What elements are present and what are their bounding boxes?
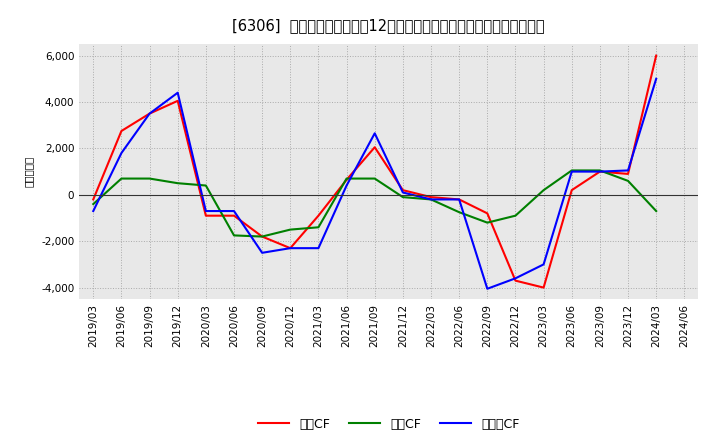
フリーCF	[427, 197, 436, 202]
投資CF	[567, 168, 576, 173]
営業CF	[145, 111, 154, 116]
投資CF	[511, 213, 520, 218]
営業CF	[370, 145, 379, 150]
フリーCF	[286, 246, 294, 251]
投資CF	[539, 187, 548, 193]
営業CF	[539, 285, 548, 290]
投資CF	[342, 176, 351, 181]
営業CF	[483, 211, 492, 216]
フリーCF	[117, 150, 126, 156]
営業CF	[595, 169, 604, 174]
投資CF	[483, 220, 492, 225]
営業CF	[89, 197, 98, 202]
投資CF	[595, 168, 604, 173]
投資CF	[258, 234, 266, 239]
投資CF	[455, 209, 464, 215]
Line: フリーCF: フリーCF	[94, 79, 656, 289]
営業CF	[567, 187, 576, 193]
フリーCF	[202, 209, 210, 214]
フリーCF	[314, 246, 323, 251]
フリーCF	[174, 90, 182, 95]
営業CF	[399, 187, 408, 193]
Line: 投資CF: 投資CF	[94, 170, 656, 237]
投資CF	[286, 227, 294, 232]
投資CF	[624, 178, 632, 183]
フリーCF	[652, 76, 660, 81]
営業CF	[230, 213, 238, 218]
営業CF	[511, 278, 520, 283]
営業CF	[624, 171, 632, 176]
営業CF	[202, 213, 210, 218]
フリーCF	[483, 286, 492, 291]
投資CF	[399, 194, 408, 200]
フリーCF	[624, 168, 632, 173]
フリーCF	[230, 209, 238, 214]
フリーCF	[145, 111, 154, 116]
フリーCF	[89, 209, 98, 214]
営業CF	[342, 177, 351, 182]
投資CF	[427, 197, 436, 202]
フリーCF	[342, 183, 351, 188]
営業CF	[455, 197, 464, 202]
Legend: 営業CF, 投資CF, フリーCF: 営業CF, 投資CF, フリーCF	[253, 413, 524, 436]
投資CF	[370, 176, 379, 181]
投資CF	[174, 180, 182, 186]
投資CF	[145, 176, 154, 181]
投資CF	[230, 233, 238, 238]
投資CF	[89, 202, 98, 207]
営業CF	[174, 98, 182, 103]
営業CF	[652, 53, 660, 58]
フリーCF	[539, 262, 548, 267]
投資CF	[117, 176, 126, 181]
フリーCF	[595, 169, 604, 174]
フリーCF	[455, 197, 464, 202]
フリーCF	[370, 131, 379, 136]
投資CF	[652, 209, 660, 214]
投資CF	[202, 183, 210, 188]
Title: [6306]  キャッシュフローの12か月移動合計の対前年同期増減額の推移: [6306] キャッシュフローの12か月移動合計の対前年同期増減額の推移	[233, 18, 545, 33]
Line: 営業CF: 営業CF	[94, 55, 656, 288]
フリーCF	[399, 190, 408, 195]
営業CF	[427, 194, 436, 200]
投資CF	[314, 225, 323, 230]
フリーCF	[258, 250, 266, 256]
営業CF	[314, 213, 323, 218]
Y-axis label: （百万円）: （百万円）	[24, 156, 34, 187]
営業CF	[117, 128, 126, 134]
フリーCF	[567, 169, 576, 174]
営業CF	[258, 234, 266, 239]
営業CF	[286, 246, 294, 251]
フリーCF	[511, 276, 520, 281]
